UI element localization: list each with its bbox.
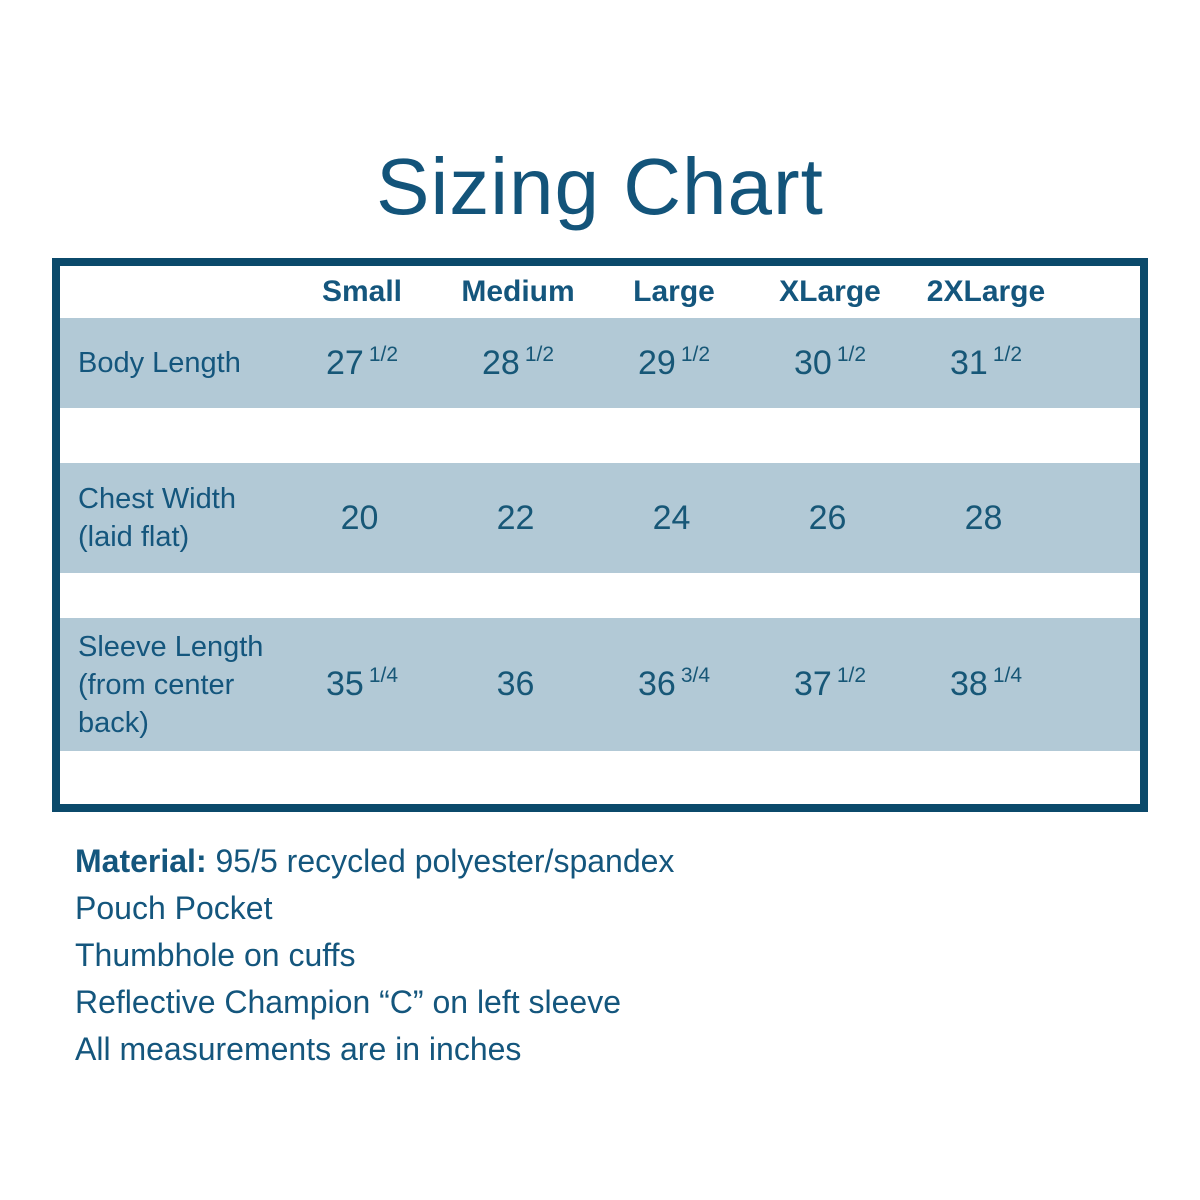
column-header-large: Large bbox=[633, 275, 715, 308]
body-length-medium: 28 1/2 bbox=[481, 342, 555, 382]
row-label-chest-width: Chest Width (laid flat) bbox=[78, 483, 236, 553]
row-label-sleeve-length: Sleeve Length (from center back) bbox=[78, 630, 264, 739]
sleeve-length-xlarge: 37 1/2 bbox=[793, 664, 867, 703]
sleeve-length-2xlarge: 38 1/4 bbox=[949, 664, 1023, 703]
sleeve-length-small: 35 1/4 bbox=[325, 664, 399, 703]
product-notes: Material: 95/5 recycled polyester/spande… bbox=[75, 838, 1200, 1073]
column-header-small: Small bbox=[321, 275, 403, 308]
chest-width-xlarge: 26 bbox=[808, 498, 847, 537]
row-spacer bbox=[60, 573, 1140, 618]
material-value: 95/5 recycled polyester/spandex bbox=[206, 843, 675, 879]
column-header-xlarge: XLarge bbox=[779, 275, 881, 308]
chest-width-2xlarge: 28 bbox=[964, 498, 1003, 537]
table-row-chest-width: Chest Width (laid flat) 20 22 24 26 28 bbox=[60, 463, 1140, 573]
sizing-chart-table: Small Medium Large XLarge 2XLarge Body L… bbox=[52, 258, 1148, 812]
table-header-row: Small Medium Large XLarge 2XLarge bbox=[60, 266, 1140, 318]
row-label-body-length: Body Length bbox=[78, 347, 241, 379]
body-length-large: 29 1/2 bbox=[637, 342, 711, 382]
sleeve-length-medium: 36 bbox=[496, 665, 535, 703]
body-length-xlarge: 30 1/2 bbox=[793, 342, 867, 382]
table-row-body-length: Body Length 27 1/2 28 1/2 29 1/2 30 1/2 31 1/… bbox=[60, 318, 1140, 408]
note-reflective-logo: Reflective Champion “C” on left sleeve bbox=[75, 984, 622, 1020]
column-header-2xlarge: 2XLarge bbox=[926, 275, 1046, 308]
body-length-small: 27 1/2 bbox=[325, 342, 399, 382]
row-spacer bbox=[60, 408, 1140, 463]
page-title: Sizing Chart bbox=[376, 142, 824, 231]
column-header-medium: Medium bbox=[461, 275, 575, 308]
sleeve-length-large: 36 3/4 bbox=[637, 664, 711, 703]
note-pouch-pocket: Pouch Pocket bbox=[75, 890, 273, 926]
chest-width-small: 20 bbox=[340, 498, 379, 537]
body-length-2xlarge: 31 1/2 bbox=[949, 342, 1023, 382]
chest-width-large: 24 bbox=[652, 498, 691, 537]
note-material: Material: 95/5 recycled polyester/spande… bbox=[75, 838, 1200, 885]
row-spacer bbox=[60, 751, 1140, 804]
note-thumbhole: Thumbhole on cuffs bbox=[75, 937, 356, 973]
chest-width-medium: 22 bbox=[496, 498, 535, 537]
note-measurements-units: All measurements are in inches bbox=[75, 1031, 522, 1067]
material-label: Material: bbox=[75, 843, 207, 879]
table-row-sleeve-length: Sleeve Length (from center back) 35 1/4 3… bbox=[60, 618, 1140, 751]
